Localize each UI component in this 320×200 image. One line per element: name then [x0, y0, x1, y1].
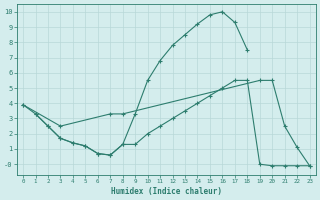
X-axis label: Humidex (Indice chaleur): Humidex (Indice chaleur) [111, 187, 222, 196]
